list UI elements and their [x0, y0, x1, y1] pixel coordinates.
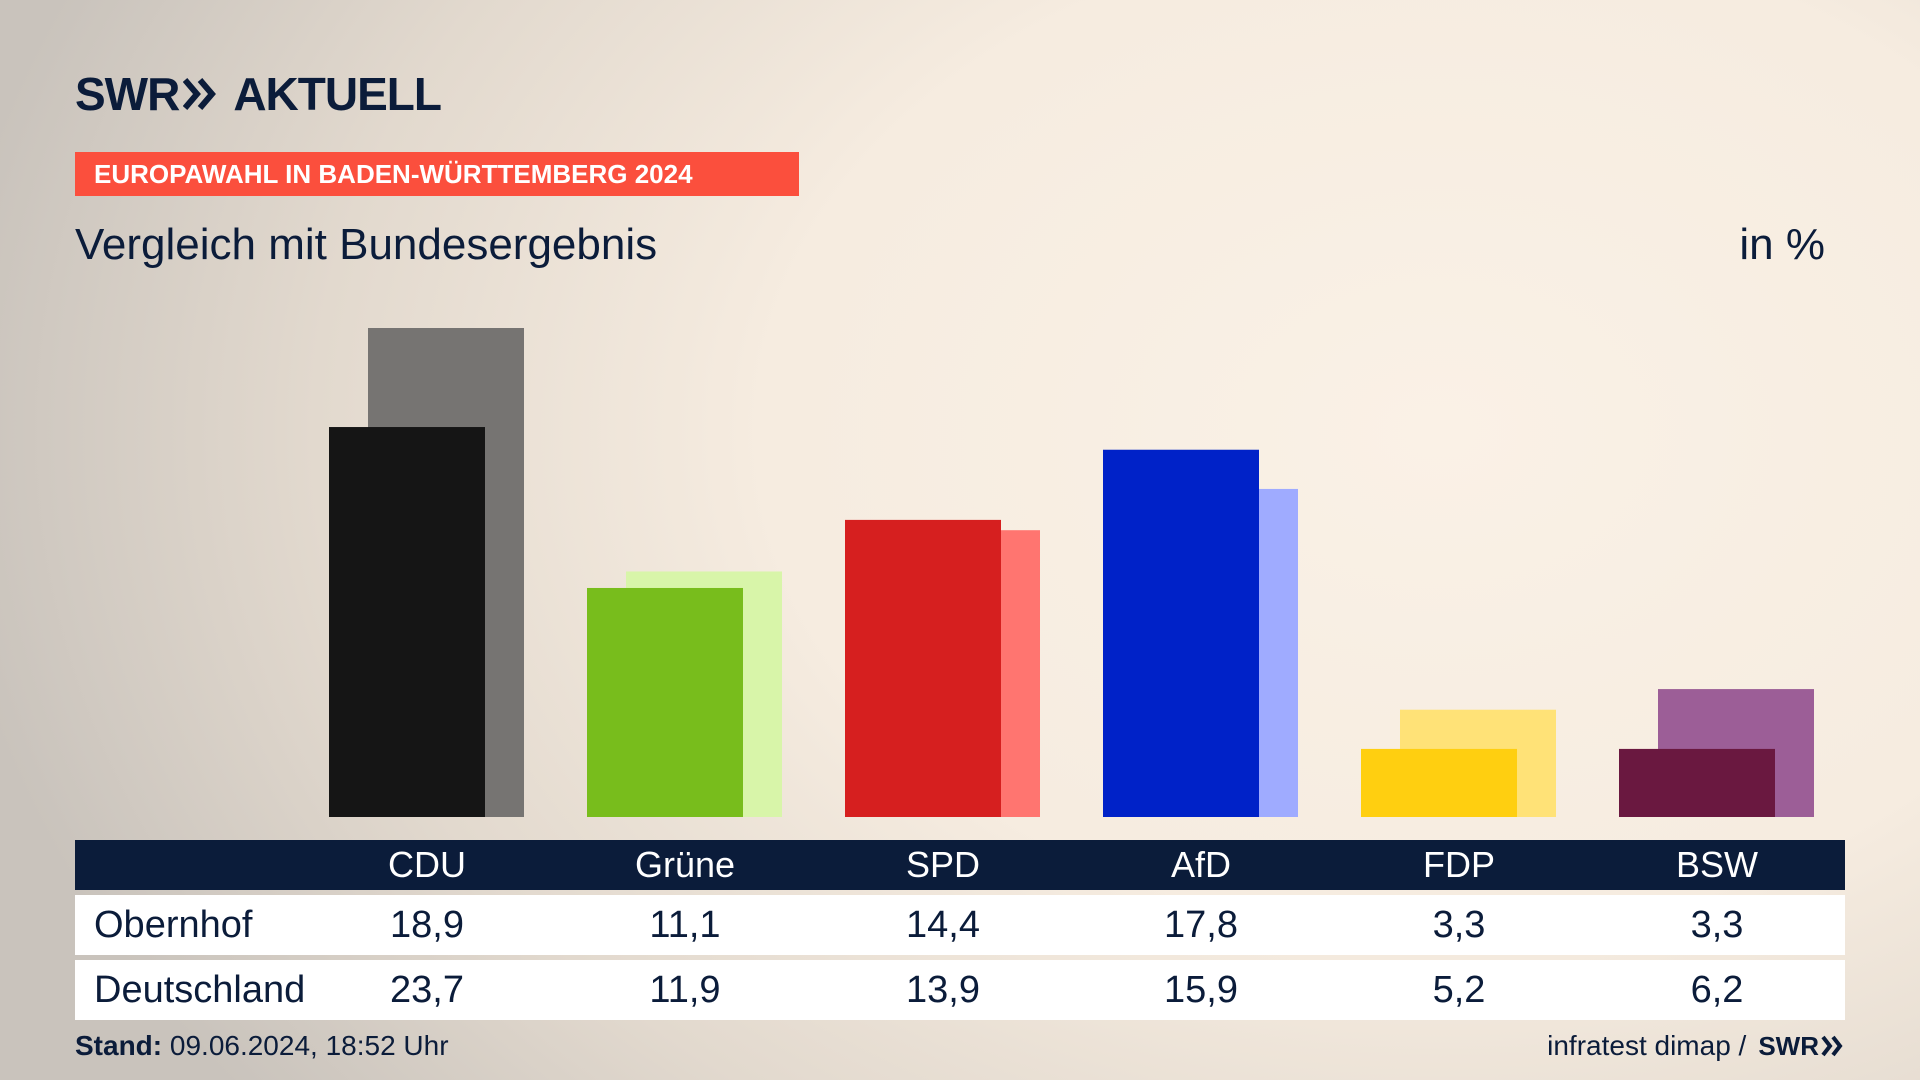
bar-obernhof-fdp — [1361, 748, 1517, 817]
double-chevron-icon — [183, 78, 217, 110]
table-row: Deutschland 23,7 11,9 13,9 15,9 5,2 6,2 — [75, 960, 1845, 1020]
bar-obernhof-spd — [845, 519, 1001, 817]
table-cell: 11,1 — [649, 903, 721, 946]
column-header: BSW — [1675, 844, 1758, 885]
chart-subtitle: Vergleich mit Bundesergebnis — [75, 220, 658, 269]
table-cell: 6,2 — [1690, 968, 1744, 1011]
table-cell: 11,9 — [649, 968, 721, 1011]
column-header: SPD — [905, 844, 981, 885]
table-cell: 5,2 — [1432, 968, 1486, 1011]
row-label: Obernhof — [94, 903, 253, 946]
election-banner: EUROPAWAHL IN BADEN-WÜRTTEMBERG 2024 — [75, 152, 799, 196]
table-row: Obernhof 18,9 11,1 14,4 17,8 3,3 3,3 — [75, 895, 1845, 955]
double-chevron-icon — [1821, 1035, 1843, 1057]
row-label: Deutschland — [94, 968, 306, 1011]
stand-label: Stand: — [75, 1030, 163, 1061]
bar-obernhof-cdu — [329, 427, 485, 817]
table-cell: 17,8 — [1164, 903, 1238, 946]
table-cell: 3,3 — [1690, 903, 1744, 946]
bar-chart — [329, 328, 1814, 817]
column-header: AfD — [1170, 844, 1231, 885]
unit-label: in % — [1739, 220, 1825, 269]
swr-aktuell-logo: SWR AKTUELL — [75, 64, 442, 124]
bar-obernhof-bsw — [1619, 748, 1775, 817]
table-cell: 23,7 — [390, 968, 464, 1011]
table-cell: 15,9 — [1164, 968, 1238, 1011]
table-cell: 18,9 — [390, 903, 464, 946]
bar-obernhof-afd — [1103, 449, 1259, 817]
swr-mini-logo: SWR — [1758, 1031, 1845, 1062]
results-table: CDU Grüne SPD AfD FDP BSW Obernhof 18,9 11,1 14… — [75, 840, 1845, 1020]
mini-logo-text: SWR — [1758, 1030, 1819, 1061]
column-header: Grüne — [634, 844, 736, 885]
timestamp: Stand: 09.06.2024, 18:52 Uhr — [75, 1030, 449, 1062]
bar-obernhof-grüne — [587, 587, 743, 817]
table-cell: 3,3 — [1432, 903, 1486, 946]
logo-swr-text: SWR — [75, 68, 180, 120]
column-header: CDU — [388, 844, 466, 885]
logo-aktuell-text: AKTUELL — [233, 68, 442, 120]
table-cell: 14,4 — [906, 903, 980, 946]
source-text: infratest dimap / — [1547, 1030, 1747, 1061]
table-cell: 13,9 — [906, 968, 980, 1011]
stand-value: 09.06.2024, 18:52 Uhr — [162, 1030, 449, 1061]
table-header: CDU Grüne SPD AfD FDP BSW — [75, 840, 1845, 890]
source-credit: infratest dimap / SWR — [1547, 1030, 1845, 1062]
column-header: FDP — [1423, 844, 1495, 885]
